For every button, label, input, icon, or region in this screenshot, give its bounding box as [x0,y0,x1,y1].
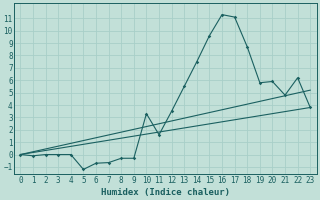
X-axis label: Humidex (Indice chaleur): Humidex (Indice chaleur) [101,188,230,197]
